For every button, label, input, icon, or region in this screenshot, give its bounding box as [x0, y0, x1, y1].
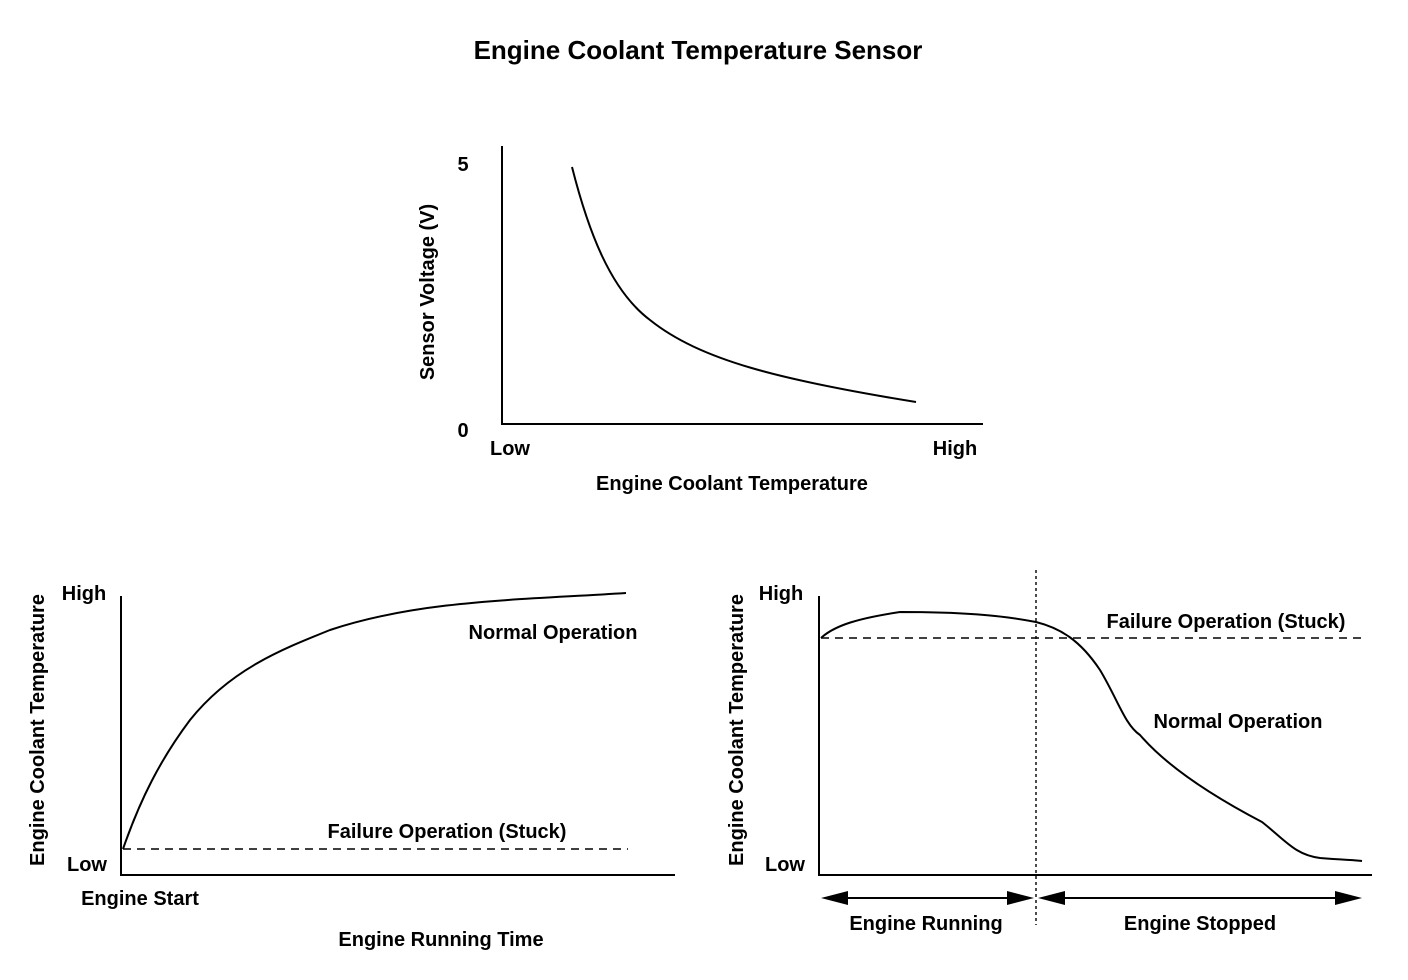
engine-running-label: Engine Running: [849, 913, 1002, 935]
warmup-x-origin-label: Engine Start: [81, 888, 199, 910]
voltage-x-low-label: Low: [490, 438, 530, 460]
voltage-x-axis-label: Engine Coolant Temperature: [596, 473, 868, 495]
warmup-x-axis-label: Engine Running Time: [338, 929, 543, 951]
voltage-x-high-label: High: [933, 438, 977, 460]
warmup-graph: Engine Coolant Temperature High Low Norm…: [27, 583, 675, 951]
voltage-graph: 5 0 Sensor Voltage (V) Low High Engine C…: [417, 146, 983, 495]
figure-title: Engine Coolant Temperature Sensor: [474, 35, 923, 65]
running-arrow-left-head: [821, 891, 848, 905]
cooldown-y-low-label: Low: [765, 854, 805, 876]
cooldown-y-axis-label: Engine Coolant Temperature: [726, 594, 748, 866]
running-arrow-right-head: [1007, 891, 1034, 905]
warmup-y-high-label: High: [62, 583, 106, 605]
voltage-y-axis-label: Sensor Voltage (V): [417, 204, 439, 380]
voltage-curve: [571, 166, 917, 403]
stopped-arrow-left-head: [1038, 891, 1065, 905]
cooldown-graph: Engine Coolant Temperature High Low Fail…: [726, 570, 1372, 935]
voltage-y-min-tick: 0: [457, 420, 468, 442]
warmup-y-axis-label: Engine Coolant Temperature: [27, 594, 49, 866]
cooldown-normal-label: Normal Operation: [1154, 711, 1323, 733]
stopped-arrow-right-head: [1335, 891, 1362, 905]
warmup-y-low-label: Low: [67, 854, 107, 876]
warmup-normal-curve: [122, 592, 627, 850]
engine-running-arrow: [821, 891, 1034, 905]
warmup-normal-label: Normal Operation: [469, 622, 638, 644]
voltage-graph-axes: [501, 146, 983, 425]
cooldown-y-high-label: High: [759, 583, 803, 605]
warmup-graph-axes: [120, 596, 675, 876]
voltage-y-max-tick: 5: [457, 154, 468, 176]
engine-stopped-label: Engine Stopped: [1124, 913, 1276, 935]
cooldown-graph-axes: [818, 596, 1372, 876]
warmup-failure-label: Failure Operation (Stuck): [328, 821, 567, 843]
cooldown-normal-curve: [820, 610, 1363, 862]
engine-stopped-arrow: [1038, 891, 1362, 905]
cooldown-failure-label: Failure Operation (Stuck): [1107, 611, 1346, 633]
